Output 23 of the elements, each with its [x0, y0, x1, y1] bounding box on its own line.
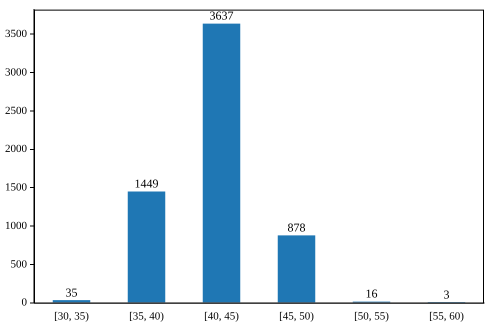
- x-tick-label: [30, 35): [54, 310, 90, 322]
- data-label: 3: [444, 288, 450, 302]
- bar: [128, 192, 166, 302]
- data-label: 3637: [210, 8, 234, 23]
- x-tick-label: [35, 40): [129, 310, 164, 322]
- bar: [278, 235, 316, 302]
- x-tick-label: [45, 50): [279, 310, 314, 322]
- x-tick-label: [40, 45): [204, 310, 240, 322]
- data-label: 16: [366, 286, 378, 301]
- y-tick-label: 2500: [5, 104, 28, 117]
- y-tick-label: 500: [10, 258, 28, 270]
- data-label: 878: [288, 220, 306, 235]
- y-tick-label: 1000: [5, 220, 28, 232]
- y-tick-label: 0: [22, 296, 28, 309]
- bar: [202, 24, 240, 302]
- y-tick-label: 3500: [5, 28, 28, 40]
- data-label: 1449: [134, 176, 158, 191]
- y-tick-label: 1500: [5, 182, 28, 194]
- y-tick-label: 3000: [5, 66, 28, 78]
- data-label: 35: [66, 285, 78, 300]
- x-tick-label: [55, 60): [429, 310, 464, 322]
- y-tick-label: 2000: [5, 143, 28, 156]
- x-tick-label: [50, 55): [354, 310, 390, 322]
